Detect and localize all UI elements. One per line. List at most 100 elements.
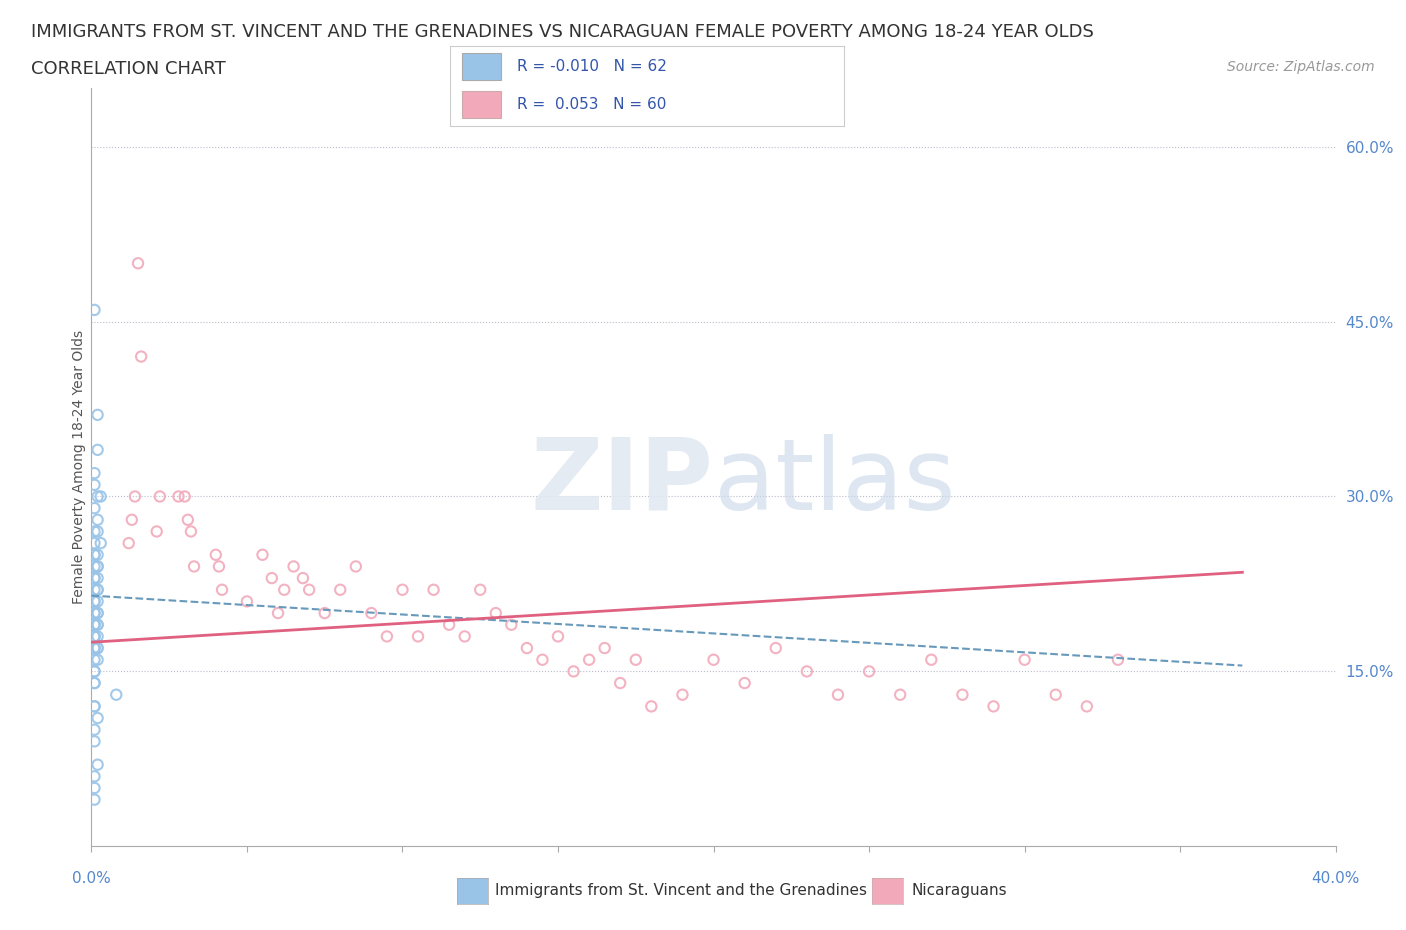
Text: Nicaraguans: Nicaraguans [911,884,1007,898]
Point [83,618,105,632]
Point [562,664,585,679]
Point [485,605,508,620]
Point [86,757,108,772]
Point [83,664,105,679]
Point [86,559,108,574]
Point [260,571,283,586]
Point [83,618,105,632]
Point [360,605,382,620]
Point [86,407,108,422]
Point [83,571,105,586]
Point [86,524,108,538]
Point [86,512,108,527]
Text: IMMIGRANTS FROM ST. VINCENT AND THE GRENADINES VS NICARAGUAN FEMALE POVERTY AMON: IMMIGRANTS FROM ST. VINCENT AND THE GREN… [31,23,1094,41]
Point [702,652,725,667]
Point [83,536,105,551]
FancyBboxPatch shape [461,53,501,80]
Point [118,536,141,551]
Point [86,641,108,656]
Point [83,548,105,563]
Point [177,512,200,527]
Point [470,582,492,597]
FancyBboxPatch shape [461,91,501,118]
Point [145,524,167,538]
Point [858,664,880,679]
Point [83,664,105,679]
Point [1076,699,1098,714]
Point [827,687,849,702]
Point [83,675,105,690]
Point [90,489,112,504]
Point [83,500,105,515]
Point [86,548,108,563]
Text: 40.0%: 40.0% [1312,871,1360,886]
Point [501,618,523,632]
Point [83,780,105,795]
Point [391,582,413,597]
Point [547,629,569,644]
Point [105,687,128,702]
Text: atlas: atlas [713,434,955,531]
Point [83,792,105,807]
Point [83,548,105,563]
Point [83,605,105,620]
Point [86,582,108,597]
Point [86,489,108,504]
Point [578,652,600,667]
Point [83,571,105,586]
Text: ZIP: ZIP [530,434,713,531]
Point [83,675,105,690]
Point [86,629,108,644]
Point [83,559,105,574]
Text: R = -0.010   N = 62: R = -0.010 N = 62 [517,59,666,73]
Point [183,559,205,574]
Point [375,629,398,644]
Point [83,734,105,749]
Point [1107,652,1129,667]
Text: Source: ZipAtlas.com: Source: ZipAtlas.com [1227,60,1375,74]
Point [344,559,367,574]
Point [291,571,314,586]
Text: Immigrants from St. Vincent and the Grenadines: Immigrants from St. Vincent and the Gren… [495,884,868,898]
Point [208,559,231,574]
Point [86,605,108,620]
Point [173,489,195,504]
Point [86,582,108,597]
Point [671,687,693,702]
Point [920,652,942,667]
Text: R =  0.053   N = 60: R = 0.053 N = 60 [517,97,666,112]
Point [283,559,305,574]
Point [83,641,105,656]
Text: CORRELATION CHART: CORRELATION CHART [31,60,226,78]
Point [437,618,460,632]
Point [236,594,259,609]
Point [609,675,631,690]
Point [180,524,202,538]
Point [1014,652,1036,667]
Point [86,571,108,586]
Point [149,489,172,504]
Point [83,629,105,644]
Point [273,582,295,597]
Point [765,641,787,656]
Point [83,641,105,656]
Point [734,675,756,690]
Point [90,536,112,551]
Point [83,302,105,317]
Point [406,629,429,644]
Point [86,605,108,620]
Point [531,652,554,667]
Point [83,629,105,644]
Point [86,618,108,632]
Point [83,641,105,656]
Point [127,256,149,271]
Point [640,699,662,714]
Point [83,605,105,620]
Point [83,477,105,492]
Point [83,699,105,714]
Point [124,489,146,504]
Point [1045,687,1067,702]
Point [83,723,105,737]
Point [83,769,105,784]
Point [83,594,105,609]
